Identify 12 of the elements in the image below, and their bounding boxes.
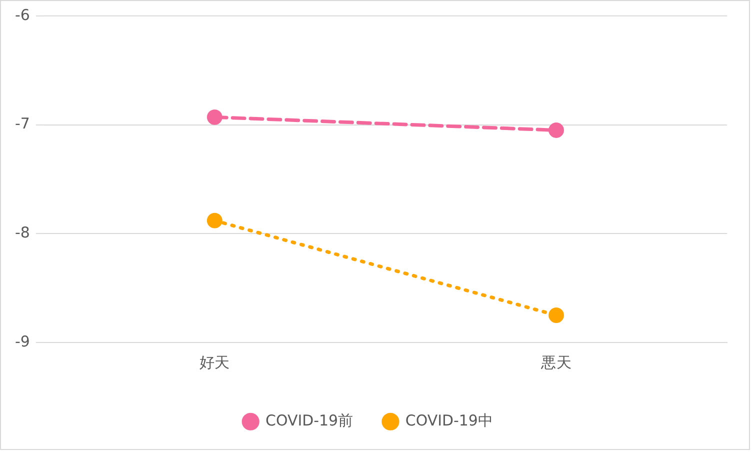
x-tick-label: 好天 (200, 353, 230, 372)
y-tick-label: -9 (14, 332, 30, 350)
point (206, 109, 222, 125)
x-tick-label: 悪天 (540, 353, 572, 372)
y-tick-label: -6 (14, 6, 30, 24)
point (548, 308, 564, 323)
y-tick-label: -7 (14, 114, 30, 133)
point (548, 122, 564, 138)
legend-label: COVID-19中 (405, 412, 493, 430)
legend-label: COVID-19前 (266, 412, 354, 430)
point (206, 212, 222, 228)
y-tick-label: -8 (14, 224, 30, 242)
